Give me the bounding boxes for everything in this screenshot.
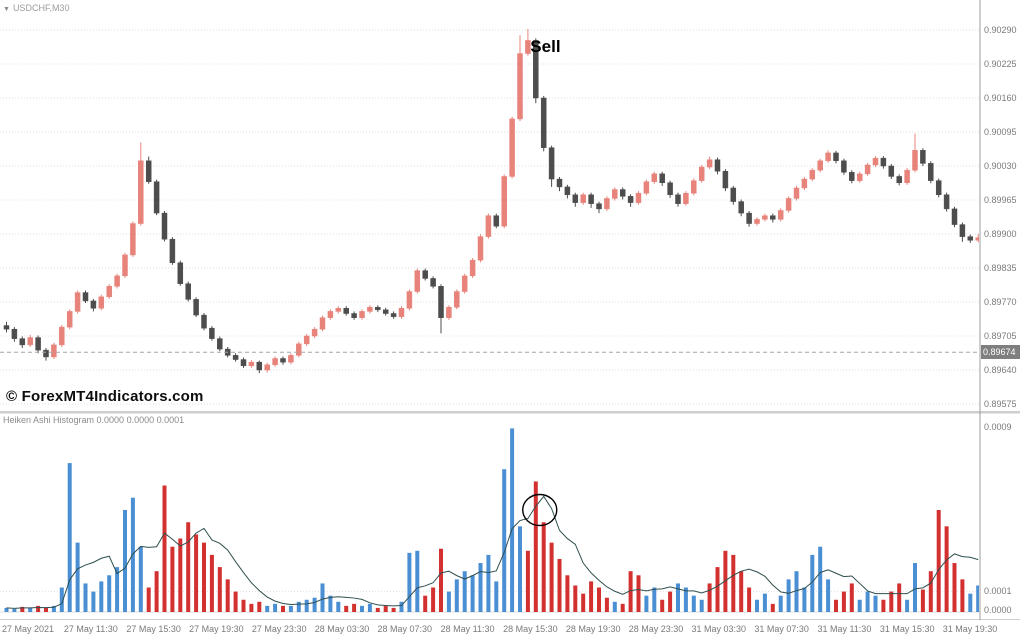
price-tick: 0.90030 (984, 161, 1017, 171)
price-tick: 0.89705 (984, 331, 1017, 341)
time-tick: 27 May 2021 (1, 624, 55, 634)
sell-annotation[interactable]: Sell (530, 36, 561, 56)
time-tick: 28 May 07:30 (377, 624, 433, 634)
current-price-badge: 0.89674 (981, 345, 1020, 360)
price-tick: 0.89640 (984, 365, 1017, 375)
time-tick: 27 May 11:30 (63, 624, 118, 634)
time-tick: 28 May 11:30 (440, 624, 495, 634)
price-axis: 0.90290 0.90225 0.90160 0.90095 0.90030 0.899… (980, 0, 1020, 620)
circle-annotation[interactable] (522, 493, 558, 527)
time-tick: 31 May 15:30 (879, 624, 935, 634)
time-tick: 27 May 15:30 (126, 624, 181, 634)
indicator-axis-tick: 0.0001 (984, 586, 1012, 596)
time-tick: 31 May 19:30 (942, 624, 998, 634)
price-tick: 0.90160 (984, 93, 1017, 103)
time-tick: 28 May 03:30 (314, 624, 370, 634)
time-tick: 28 May 15:30 (503, 624, 558, 634)
price-tick: 0.89835 (984, 263, 1017, 273)
indicator-axis-tick: 0.0000 (984, 605, 1012, 615)
histogram-signal-line (6, 495, 979, 609)
indicator-axis-max-tick: 0.0009 (984, 422, 1012, 432)
price-tick: 0.89900 (984, 229, 1017, 239)
watermark: © ForexMT4Indicators.com (6, 388, 204, 405)
time-tick: 27 May 23:30 (251, 624, 307, 634)
time-tick: 28 May 23:30 (628, 624, 684, 634)
time-tick: 27 May 19:30 (189, 624, 244, 634)
price-tick: 0.89770 (984, 297, 1017, 307)
time-tick: 31 May 03:30 (691, 624, 747, 634)
symbol-label: ▼ USDCHF,M30 (3, 3, 69, 13)
time-axis: 27 May 2021 27 May 11:30 27 May 15:30 27 Ma… (0, 620, 1020, 637)
time-tick: 28 May 19:30 (565, 624, 621, 634)
indicator-header: Heiken Ashi Histogram 0.0000 0.0000 0.00… (3, 415, 185, 425)
symbol-text: USDCHF,M30 (12, 3, 70, 13)
time-tick: 31 May 07:30 (754, 624, 809, 634)
panel-borders (0, 0, 1020, 621)
chart-annotations (0, 351, 980, 527)
price-tick: 0.90095 (984, 127, 1017, 137)
chart-series (3, 28, 979, 612)
price-tick: 0.89575 (984, 399, 1017, 409)
symbol-dropdown-icon[interactable]: ▼ (3, 6, 10, 13)
price-tick: 0.90290 (984, 25, 1017, 35)
grid-lines (0, 29, 980, 613)
price-tick: 0.90225 (984, 59, 1017, 69)
time-tick: 31 May 11:30 (817, 624, 872, 634)
price-tick: 0.89965 (984, 195, 1017, 205)
